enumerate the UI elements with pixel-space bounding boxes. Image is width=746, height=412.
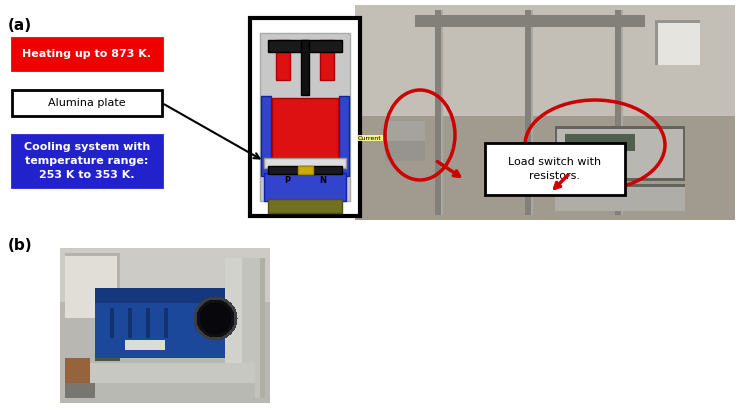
Bar (268, 40, 342, 52)
Text: (a): (a) (8, 18, 32, 33)
Bar (12, 135, 162, 187)
Bar (268, 199, 342, 213)
Bar (339, 96, 349, 176)
Text: (b): (b) (8, 238, 33, 253)
Bar (264, 173, 346, 201)
Bar (260, 33, 350, 201)
Bar (261, 96, 271, 176)
Text: Heating up to 873 K.: Heating up to 873 K. (22, 49, 151, 59)
Bar (12, 38, 162, 70)
Bar (276, 40, 290, 80)
Bar (320, 40, 334, 80)
Bar (485, 143, 625, 195)
Bar (301, 40, 309, 95)
Text: Current: Current (358, 136, 382, 140)
Text: Load switch with
resistors.: Load switch with resistors. (509, 157, 601, 180)
Text: N: N (319, 176, 327, 185)
Bar (250, 18, 360, 216)
Text: P: P (284, 176, 290, 185)
Text: Alumina plate: Alumina plate (48, 98, 126, 108)
Bar (264, 158, 346, 168)
Bar (268, 166, 342, 174)
Bar (12, 90, 162, 116)
Text: Cooling system with
temperature range:
253 K to 353 K.: Cooling system with temperature range: 2… (24, 143, 150, 180)
Bar (298, 166, 313, 174)
Bar (272, 98, 338, 158)
